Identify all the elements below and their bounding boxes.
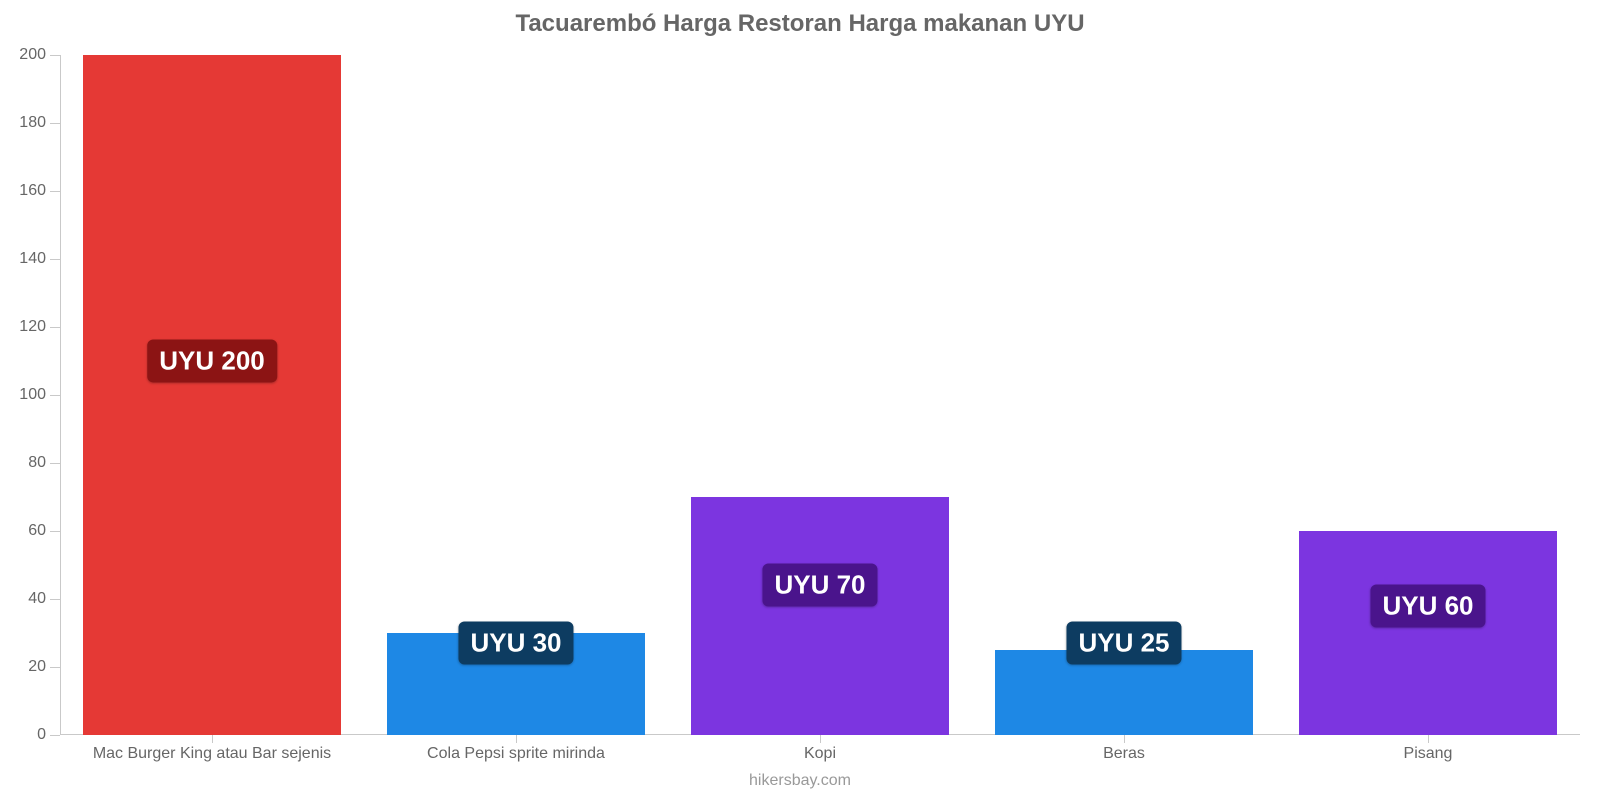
y-tick-label: 100: [19, 386, 60, 404]
x-tick: [1428, 735, 1429, 743]
y-axis-line: [60, 55, 61, 735]
value-badge: UYU 30: [458, 622, 573, 665]
y-tick-label: 180: [19, 114, 60, 132]
y-tick-label: 200: [19, 46, 60, 64]
y-tick-label: 160: [19, 182, 60, 200]
plot-area: 020406080100120140160180200Mac Burger Ki…: [60, 55, 1580, 735]
x-tick: [516, 735, 517, 743]
y-tick-label: 140: [19, 250, 60, 268]
bar: [1299, 531, 1557, 735]
chart-title: Tacuarembó Harga Restoran Harga makanan …: [0, 10, 1600, 38]
y-tick-label: 20: [28, 658, 60, 676]
y-tick-label: 120: [19, 318, 60, 336]
credit-label: hikersbay.com: [0, 772, 1600, 790]
bar-group: Pisang: [1299, 55, 1557, 735]
y-tick-label: 60: [28, 522, 60, 540]
bar-group: Kopi: [691, 55, 949, 735]
x-tick: [1124, 735, 1125, 743]
bar-chart: Tacuarembó Harga Restoran Harga makanan …: [0, 0, 1600, 800]
x-tick: [820, 735, 821, 743]
y-tick-label: 40: [28, 590, 60, 608]
value-badge: UYU 25: [1066, 622, 1181, 665]
y-tick-label: 80: [28, 454, 60, 472]
y-tick-label: 0: [37, 726, 60, 744]
bar-group: Mac Burger King atau Bar sejenis: [83, 55, 341, 735]
bar: [691, 497, 949, 735]
value-badge: UYU 200: [147, 340, 277, 383]
value-badge: UYU 70: [762, 564, 877, 607]
bar: [83, 55, 341, 735]
x-tick: [212, 735, 213, 743]
value-badge: UYU 60: [1370, 584, 1485, 627]
